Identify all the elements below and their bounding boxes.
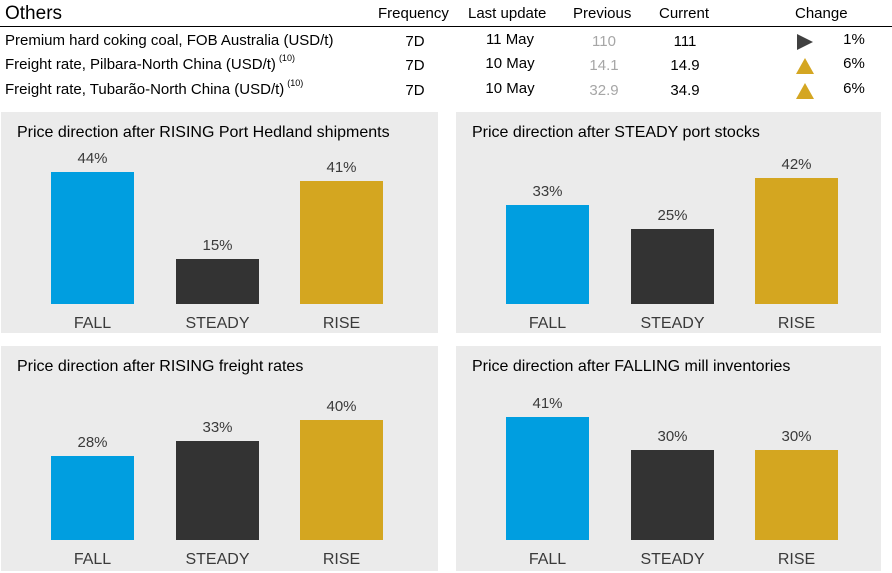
bar-fall xyxy=(506,417,589,540)
bar-rise xyxy=(300,420,383,540)
data-label-steady: 33% xyxy=(202,419,232,436)
row-last-update: 10 May xyxy=(485,80,535,97)
category-label-fall: FALL xyxy=(529,551,566,568)
row-previous: 14.1 xyxy=(589,57,619,74)
category-label-steady: STEADY xyxy=(640,315,704,332)
row-previous: 110 xyxy=(592,33,616,50)
chart-panel-mill-inventories: Price direction after FALLING mill inven… xyxy=(456,346,881,571)
data-label-steady: 30% xyxy=(657,428,687,445)
chart-panel-port-stocks: Price direction after STEADY port stocks… xyxy=(456,112,881,333)
data-label-fall: 28% xyxy=(77,434,107,451)
column-header-current: Current xyxy=(659,5,710,22)
column-header-change: Change xyxy=(795,5,848,22)
table-row: Freight rate, Tubarão-North China (USD/t… xyxy=(0,77,892,101)
data-label-rise: 42% xyxy=(781,156,811,173)
trend-up-icon xyxy=(796,58,814,74)
bar-steady xyxy=(631,229,714,304)
row-current: 111 xyxy=(673,33,697,50)
chart-title: Price direction after RISING Port Hedlan… xyxy=(17,124,390,141)
data-label-fall: 41% xyxy=(532,395,562,412)
chart-panel-freight: Price direction after RISING freight rat… xyxy=(1,346,438,571)
row-name: Freight rate, Tubarão-North China (USD/t… xyxy=(5,78,304,98)
row-previous: 32.9 xyxy=(589,82,619,99)
chart-title: Price direction after FALLING mill inven… xyxy=(472,358,791,375)
bar-chart: 44% FALL 15% STEADY 41% RISE xyxy=(51,150,383,332)
row-change: 6% xyxy=(843,80,865,97)
category-label-fall: FALL xyxy=(74,551,111,568)
row-current: 14.9 xyxy=(670,57,700,74)
data-label-fall: 44% xyxy=(77,150,107,167)
data-label-rise: 40% xyxy=(326,398,356,415)
row-change: 6% xyxy=(843,55,865,72)
chart-panel-shipments: Price direction after RISING Port Hedlan… xyxy=(1,112,438,333)
column-header-frequency: Frequency xyxy=(378,5,449,22)
data-label-steady: 25% xyxy=(657,207,687,224)
data-label-rise: 41% xyxy=(326,159,356,176)
bar-chart: 28% FALL 33% STEADY 40% RISE xyxy=(51,398,383,568)
bar-steady xyxy=(631,450,714,540)
bar-fall xyxy=(51,172,134,304)
category-label-rise: RISE xyxy=(323,551,360,568)
column-header-previous: Previous xyxy=(573,5,632,22)
data-label-fall: 33% xyxy=(532,183,562,200)
category-label-steady: STEADY xyxy=(185,315,249,332)
row-footnote: (10) xyxy=(278,53,295,63)
table-header: Others Frequency Last update Previous Cu… xyxy=(0,0,892,27)
bar-rise xyxy=(755,450,838,540)
bar-steady xyxy=(176,259,259,304)
category-label-fall: FALL xyxy=(74,315,111,332)
trend-up-icon xyxy=(796,83,814,99)
bar-fall xyxy=(506,205,589,304)
category-label-rise: RISE xyxy=(778,551,815,568)
chart-title: Price direction after RISING freight rat… xyxy=(17,358,304,375)
row-frequency: 7D xyxy=(405,82,425,99)
category-label-fall: FALL xyxy=(529,315,566,332)
bar-steady xyxy=(176,441,259,540)
trend-neutral-icon xyxy=(796,34,814,50)
category-label-rise: RISE xyxy=(323,315,360,332)
bar-chart: 33% FALL 25% STEADY 42% RISE xyxy=(506,156,838,332)
row-change: 1% xyxy=(843,31,865,48)
category-label-steady: STEADY xyxy=(185,551,249,568)
row-current: 34.9 xyxy=(670,82,700,99)
bar-fall xyxy=(51,456,134,540)
data-label-steady: 15% xyxy=(202,237,232,254)
row-footnote: (10) xyxy=(287,78,304,88)
row-frequency: 7D xyxy=(405,33,425,50)
row-last-update: 11 May xyxy=(485,31,535,48)
table-row: Freight rate, Pilbara-North China (USD/t… xyxy=(0,52,892,76)
bar-rise xyxy=(300,181,383,304)
row-frequency: 7D xyxy=(405,57,425,74)
bar-rise xyxy=(755,178,838,304)
category-label-rise: RISE xyxy=(778,315,815,332)
column-header-last-update: Last update xyxy=(468,5,547,22)
row-last-update: 10 May xyxy=(485,55,535,72)
chart-title: Price direction after STEADY port stocks xyxy=(472,124,760,141)
table-row: Premium hard coking coal, FOB Australia … xyxy=(0,28,892,52)
table-title: Others xyxy=(5,3,63,24)
category-label-steady: STEADY xyxy=(640,551,704,568)
data-label-rise: 30% xyxy=(781,428,811,445)
bar-chart: 41% FALL 30% STEADY 30% RISE xyxy=(506,395,838,568)
row-name: Freight rate, Pilbara-North China (USD/t… xyxy=(5,53,295,73)
row-name: Premium hard coking coal, FOB Australia … xyxy=(5,32,334,49)
